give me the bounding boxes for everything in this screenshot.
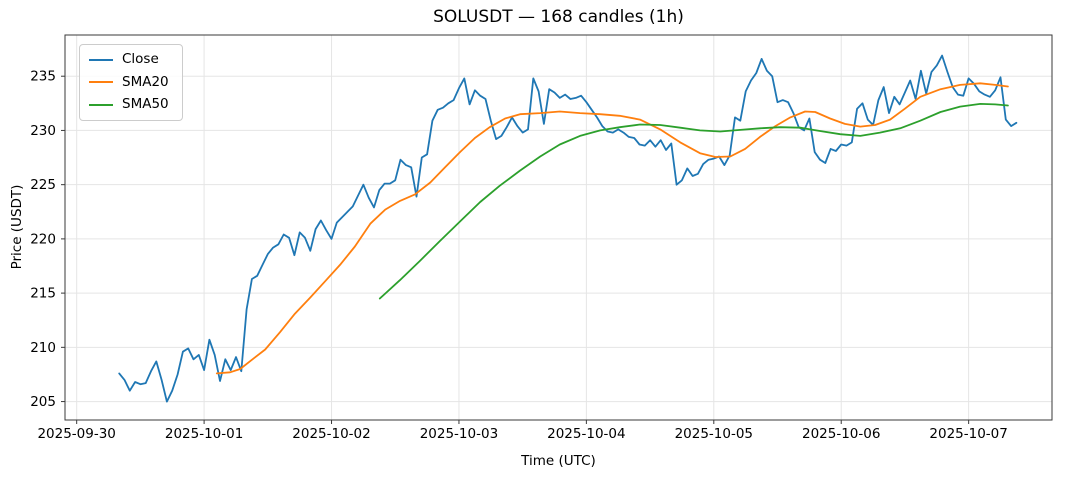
- legend-swatch-sma50: [89, 103, 113, 106]
- x-tick-label: 2025-10-02: [292, 426, 370, 442]
- y-tick-label: 205: [30, 394, 56, 410]
- x-axis-label: Time (UTC): [521, 453, 596, 469]
- gridlines: [65, 35, 1052, 420]
- sma50-line: [378, 103, 1009, 300]
- legend: Close SMA20 SMA50: [79, 44, 183, 121]
- legend-item-sma50: SMA50: [89, 96, 169, 112]
- x-tick-label: 2025-10-03: [420, 426, 498, 442]
- x-tick-label: 2025-09-30: [37, 426, 115, 442]
- y-tick-label: 230: [30, 123, 56, 139]
- y-tick-label: 220: [30, 231, 56, 247]
- legend-label-sma50: SMA50: [122, 96, 169, 112]
- legend-swatch-sma20: [89, 81, 113, 84]
- y-tick-label: 235: [30, 69, 56, 85]
- legend-label-sma20: SMA20: [122, 73, 169, 90]
- legend-label-close: Close: [122, 51, 159, 67]
- x-tick-label: 2025-10-04: [547, 426, 625, 442]
- x-tick-label: 2025-10-05: [675, 426, 753, 442]
- x-tick-label: 2025-10-07: [929, 426, 1007, 442]
- ticks: [61, 75, 970, 424]
- close-line: [118, 54, 1018, 403]
- x-tick-label: 2025-10-06: [802, 426, 880, 442]
- y-tick-label: 225: [30, 177, 56, 193]
- series-lines: [118, 54, 1018, 403]
- plot-border: [64, 34, 1053, 421]
- y-tick-label: 215: [30, 286, 56, 302]
- chart-title: SOLUSDT — 168 candles (1h): [433, 7, 684, 27]
- x-tick-label: 2025-10-01: [165, 426, 243, 442]
- legend-swatch-close: [89, 58, 113, 61]
- tick-labels: 2025-09-30 2025-10-01 2025-10-02 2025-10-03…: [30, 69, 1008, 442]
- legend-item-close: Close: [89, 51, 169, 67]
- legend-item-sma20: SMA20: [89, 73, 169, 90]
- sma20-line: [215, 82, 1009, 375]
- y-tick-label: 210: [30, 340, 56, 356]
